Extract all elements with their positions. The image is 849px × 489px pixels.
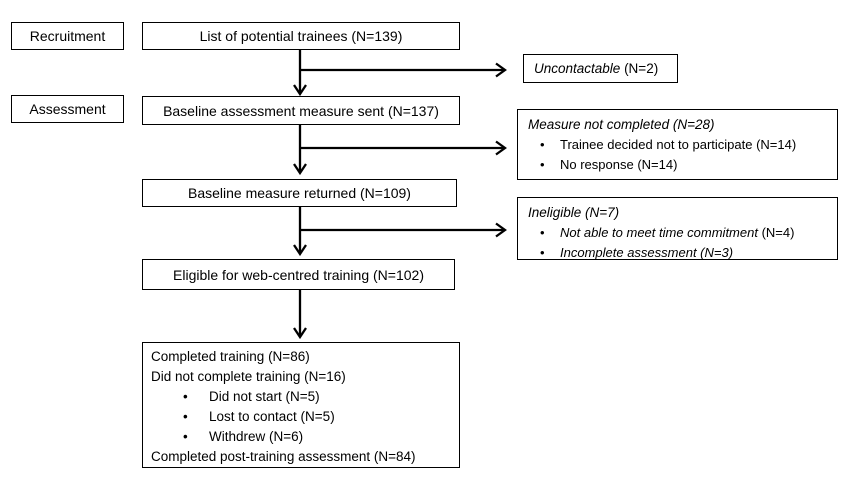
phase-label: Recruitment — [29, 28, 106, 44]
bullet-icon: • — [183, 389, 188, 404]
exclusion-box-uncontactable: Uncontactable (N=2) — [523, 54, 678, 83]
flow-box-outcomes: Completed training (N=86) Did not comple… — [142, 342, 460, 468]
outcome-line-text: Did not complete training (N=16) — [151, 369, 346, 384]
exclusion-heading-italic: Ineligible (N=7) — [528, 205, 620, 220]
phase-label: Assessment — [29, 101, 106, 117]
flow-box-baseline-returned: Baseline measure returned (N=109) — [142, 179, 457, 207]
outcome-bullet-item: • Did not start (N=5) — [151, 387, 451, 407]
exclusion-heading-italic: Uncontactable — [534, 61, 621, 76]
exclusion-bullet-item: • Incomplete assessment (N=3) — [528, 243, 827, 263]
outcome-bullet-item: • Withdrew (N=6) — [151, 427, 451, 447]
phase-box-assessment: Assessment — [11, 95, 124, 123]
bullet-icon: • — [540, 245, 545, 260]
arrow-down-eligible-to-outcomes — [293, 290, 307, 340]
outcome-line: Completed training (N=86) — [151, 347, 451, 367]
exclusion-heading: Uncontactable (N=2) — [534, 61, 658, 76]
exclusion-bullet-text: Trainee decided not to participate (N=14… — [560, 137, 797, 152]
flow-box-text: Baseline measure returned (N=109) — [188, 185, 411, 201]
arrow-down-potential-to-baseline-sent — [293, 50, 307, 97]
bullet-icon: • — [540, 137, 545, 152]
outcome-bullet-item: • Lost to contact (N=5) — [151, 407, 451, 427]
outcome-bullet-text: Lost to contact (N=5) — [209, 409, 335, 424]
arrow-branch-measure-not-completed — [299, 140, 507, 156]
exclusion-bullet-item: • Not able to meet time commitment (N=4) — [528, 223, 827, 243]
exclusion-box-ineligible: Ineligible (N=7) • Not able to meet time… — [517, 197, 838, 260]
exclusion-heading-plain: (N=2) — [620, 61, 659, 76]
flow-box-text: Eligible for web-centred training (N=102… — [173, 266, 424, 283]
flow-box-text: Baseline assessment measure sent (N=137) — [163, 102, 439, 119]
outcome-line-text: Completed post-training assessment (N=84… — [151, 449, 416, 464]
outcome-line: Completed post-training assessment (N=84… — [151, 447, 451, 467]
bullet-icon: • — [183, 429, 188, 444]
exclusion-bullet-text: Not able to meet time commitment (N=4) — [560, 225, 795, 240]
exclusion-bullet-text: No response (N=14) — [560, 157, 678, 172]
phase-box-recruitment: Recruitment — [11, 22, 124, 50]
outcome-line: Did not complete training (N=16) — [151, 367, 451, 387]
flow-box-potential-trainees: List of potential trainees (N=139) — [142, 22, 460, 50]
flow-box-baseline-sent: Baseline assessment measure sent (N=137) — [142, 96, 460, 125]
outcome-line-text: Completed training (N=86) — [151, 349, 310, 364]
bullet-icon: • — [540, 157, 545, 172]
arrow-branch-ineligible — [299, 222, 507, 238]
outcome-bullet-text: Did not start (N=5) — [209, 389, 320, 404]
exclusion-bullet-item: • No response (N=14) — [528, 155, 827, 175]
exclusion-heading-italic: Measure not completed (N=28) — [528, 117, 715, 132]
bullet-icon: • — [183, 409, 188, 424]
flow-box-eligible: Eligible for web-centred training (N=102… — [142, 259, 455, 290]
exclusion-heading: Measure not completed (N=28) — [528, 115, 827, 135]
exclusion-bullet-text: Incomplete assessment (N=3) — [560, 245, 734, 260]
flow-box-text: List of potential trainees (N=139) — [199, 28, 403, 44]
exclusion-heading: Ineligible (N=7) — [528, 203, 827, 223]
exclusion-bullet-item: • Trainee decided not to participate (N=… — [528, 135, 827, 155]
outcome-bullet-text: Withdrew (N=6) — [209, 429, 304, 444]
arrow-branch-uncontactable — [299, 62, 507, 78]
exclusion-box-measure-not-completed: Measure not completed (N=28) • Trainee d… — [517, 109, 838, 180]
bullet-icon: • — [540, 225, 545, 240]
